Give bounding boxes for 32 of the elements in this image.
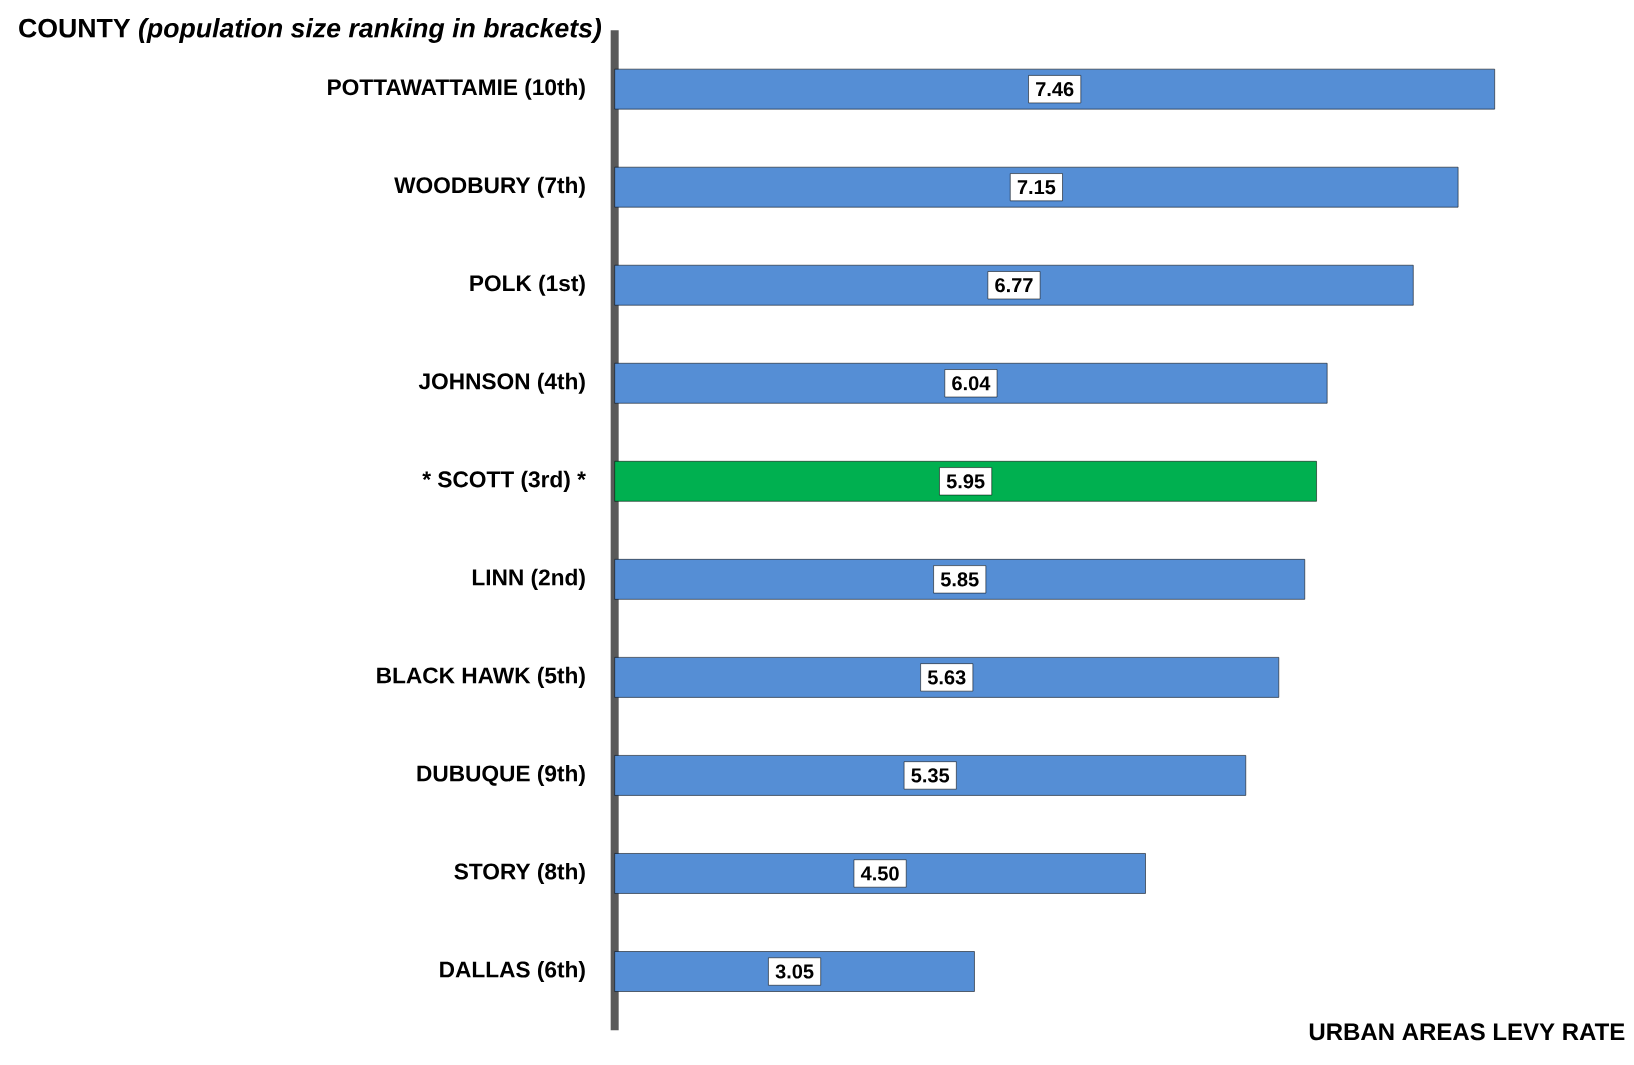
bar	[614, 853, 1146, 894]
bar	[614, 755, 1247, 796]
data-label: 7.15	[1017, 180, 1056, 195]
y-tick-label: DUBUQUE (9th)	[417, 764, 585, 786]
x-axis-title: URBAN AREAS LEVY RATE	[1309, 1023, 1625, 1041]
bar	[614, 559, 1306, 600]
data-label: 5.95	[946, 474, 985, 489]
y-tick-label: LINN (2nd)	[472, 568, 585, 590]
data-label: 7.46	[1036, 82, 1074, 97]
bar	[614, 951, 975, 992]
bar	[614, 363, 1328, 404]
y-tick-label: JOHNSON (4th)	[418, 372, 585, 394]
bar	[614, 166, 1459, 208]
data-label: 5.85	[940, 572, 979, 587]
y-axis-title: COUNTY (population size ranking in brackets)	[19, 18, 602, 43]
y-tick-label: DALLAS (6th)	[440, 960, 585, 983]
y-tick-label: * SCOTT (3rd) *	[422, 470, 586, 492]
data-label: 6.77	[995, 278, 1033, 293]
y-tick-label: BLACK HAWK (5th)	[377, 666, 585, 688]
bar	[614, 657, 1280, 698]
data-label: 5.35	[911, 768, 950, 783]
bar	[614, 461, 1317, 502]
y-tick-label: POTTAWATTAMIE (10th)	[328, 78, 585, 100]
y-tick-label: POLK (1st)	[470, 274, 585, 296]
bar	[614, 68, 1495, 110]
data-label: 3.05	[775, 964, 814, 979]
y-tick-label: STORY (8th)	[454, 862, 585, 885]
data-label: 4.50	[860, 866, 899, 881]
y-tick-label: WOODBURY (7th)	[394, 176, 585, 198]
data-label: 5.63	[927, 670, 966, 685]
bar	[614, 264, 1414, 306]
data-label: 6.04	[952, 376, 991, 391]
